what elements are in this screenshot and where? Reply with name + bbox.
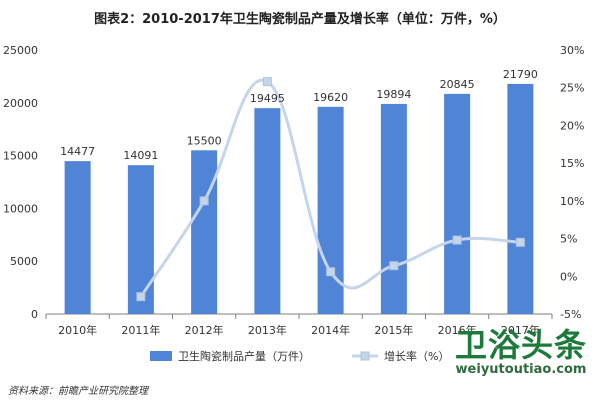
growth-rate-point bbox=[262, 77, 272, 87]
legend-bar-swatch bbox=[150, 351, 172, 361]
x-tick-label: 2015年 bbox=[374, 323, 413, 337]
y-right-tick-label: 15% bbox=[560, 157, 584, 170]
growth-rate-point bbox=[452, 235, 462, 245]
x-tick-label: 2014年 bbox=[311, 323, 350, 337]
legend-bar-label: 卫生陶瓷制品产量（万件） bbox=[178, 349, 310, 363]
growth-rate-point bbox=[199, 196, 209, 206]
y-right-tick-label: 20% bbox=[560, 119, 584, 132]
bar-data-label: 15500 bbox=[187, 134, 222, 147]
legend-line-label: 增长率（%） bbox=[384, 349, 449, 363]
bar-data-label: 20845 bbox=[440, 78, 475, 91]
x-tick-label: 2017年 bbox=[501, 323, 540, 337]
bar-data-label: 19894 bbox=[376, 88, 411, 101]
y-left-tick-label: 10000 bbox=[3, 202, 38, 215]
y-right-tick-label: 10% bbox=[560, 195, 584, 208]
source-note: 资料来源：前瞻产业研究院整理 bbox=[8, 386, 148, 397]
y-right-tick-label: -5% bbox=[560, 308, 581, 321]
bar-series bbox=[64, 83, 534, 314]
growth-rate-point bbox=[136, 292, 146, 302]
y-left-tick-label: 0 bbox=[31, 308, 38, 321]
bar-data-label: 14477 bbox=[60, 145, 95, 158]
chart-title: 图表2：2010-2017年卫生陶瓷制品产量及增长率（单位：万件，%） bbox=[94, 12, 506, 27]
bar-data-label: 21790 bbox=[503, 68, 538, 81]
bar-data-label: 19620 bbox=[313, 91, 348, 104]
growth-rate-point bbox=[326, 267, 336, 277]
y-right-tick-label: 25% bbox=[560, 82, 584, 95]
bar bbox=[191, 150, 218, 314]
chart-axes: 0 5000 10000 15000 20000 25000 -5% 0% 5% 10% 15% 20… bbox=[3, 44, 584, 337]
growth-rate-point bbox=[515, 237, 525, 247]
y-right-tick-label: 5% bbox=[560, 233, 577, 246]
bar bbox=[380, 103, 407, 314]
y-left-tick-label: 15000 bbox=[3, 150, 38, 163]
bar-data-label: 14091 bbox=[123, 149, 158, 162]
legend: 卫生陶瓷制品产量（万件） 增长率（%） bbox=[150, 349, 449, 363]
y-right-tick-label: 30% bbox=[560, 44, 584, 57]
growth-rate-point bbox=[389, 261, 399, 271]
y-left-tick-label: 20000 bbox=[3, 97, 38, 110]
bar bbox=[127, 165, 154, 314]
y-left-tick-label: 5000 bbox=[10, 255, 38, 268]
x-tick-label: 2011年 bbox=[121, 323, 160, 337]
data-labels: 14477 14091 15500 19495 19620 19894 20845 21790 bbox=[60, 68, 538, 162]
x-tick-label: 2013年 bbox=[248, 323, 287, 337]
bar bbox=[444, 93, 471, 314]
y-left-tick-label: 25000 bbox=[3, 44, 38, 57]
bar bbox=[317, 106, 344, 314]
x-tick-label: 2010年 bbox=[58, 323, 97, 337]
line-series bbox=[136, 77, 525, 302]
x-tick-label: 2016年 bbox=[438, 323, 477, 337]
bar bbox=[64, 161, 91, 314]
bar bbox=[507, 83, 534, 314]
x-tick-label: 2012年 bbox=[185, 323, 224, 337]
bar bbox=[254, 108, 281, 314]
y-right-tick-label: 0% bbox=[560, 270, 577, 283]
legend-line-marker bbox=[360, 351, 370, 361]
bar-data-label: 19495 bbox=[250, 92, 285, 105]
